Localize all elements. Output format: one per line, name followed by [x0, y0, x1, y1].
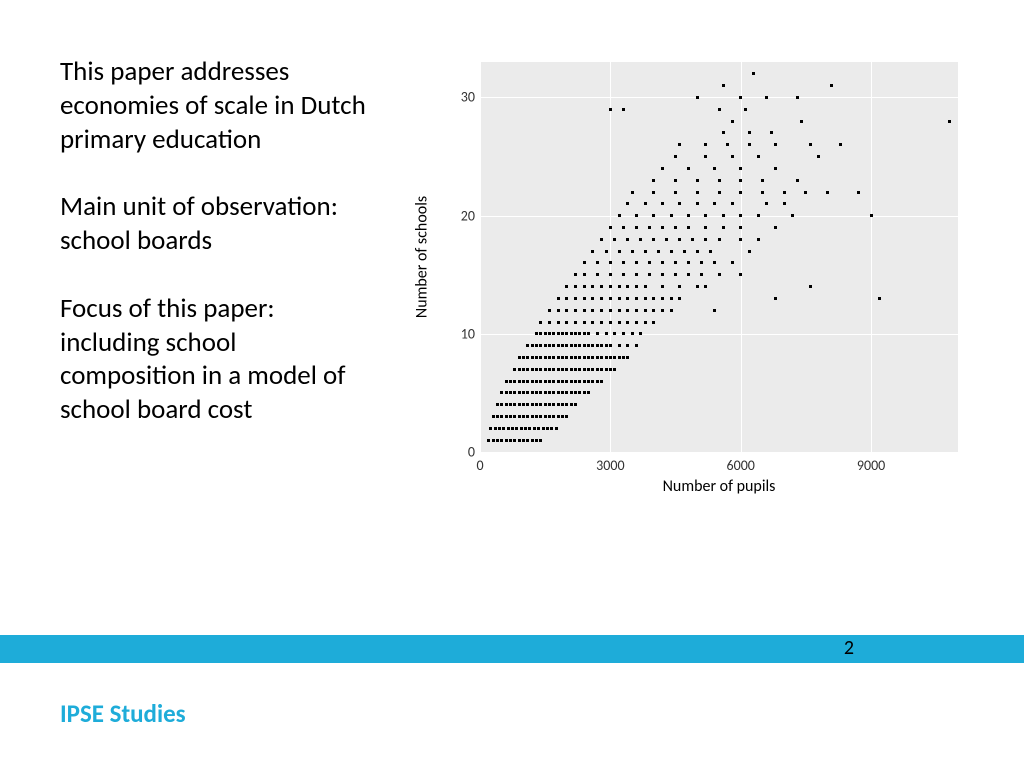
page-number: 2	[844, 636, 854, 660]
grid-line-v	[610, 62, 611, 452]
y-axis-label: Number of schools	[413, 196, 432, 318]
grid-line-h	[480, 452, 958, 453]
x-tick-label: 9000	[857, 457, 885, 474]
paragraph-3: Focus of this paper: including school co…	[60, 292, 370, 427]
x-tick-label: 6000	[727, 457, 755, 474]
text-column: This paper addresses economies of scale …	[60, 55, 370, 461]
grid-line-v	[871, 62, 872, 452]
slide: This paper addresses economies of scale …	[0, 0, 1024, 768]
grid-line-v	[480, 62, 481, 452]
x-tick-label: 3000	[596, 457, 624, 474]
grid-line-h	[480, 216, 958, 217]
y-tick-label: 30	[461, 89, 475, 106]
y-tick-label: 10	[461, 325, 475, 342]
x-tick-label: 0	[476, 457, 483, 474]
y-tick-label: 20	[461, 207, 475, 224]
plot-area	[480, 62, 958, 452]
grid-line-v	[741, 62, 742, 452]
grid-line-h	[480, 97, 958, 98]
paragraph-2: Main unit of observation: school boards	[60, 190, 370, 258]
paragraph-1: This paper addresses economies of scale …	[60, 55, 370, 156]
scatter-chart: Number of schools Number of pupils 0 3000…	[410, 52, 970, 497]
y-tick-label: 0	[468, 444, 475, 461]
footer-bar	[0, 635, 1024, 663]
x-axis-label: Number of pupils	[663, 477, 776, 496]
footer-brand: IPSE Studies	[60, 698, 186, 729]
